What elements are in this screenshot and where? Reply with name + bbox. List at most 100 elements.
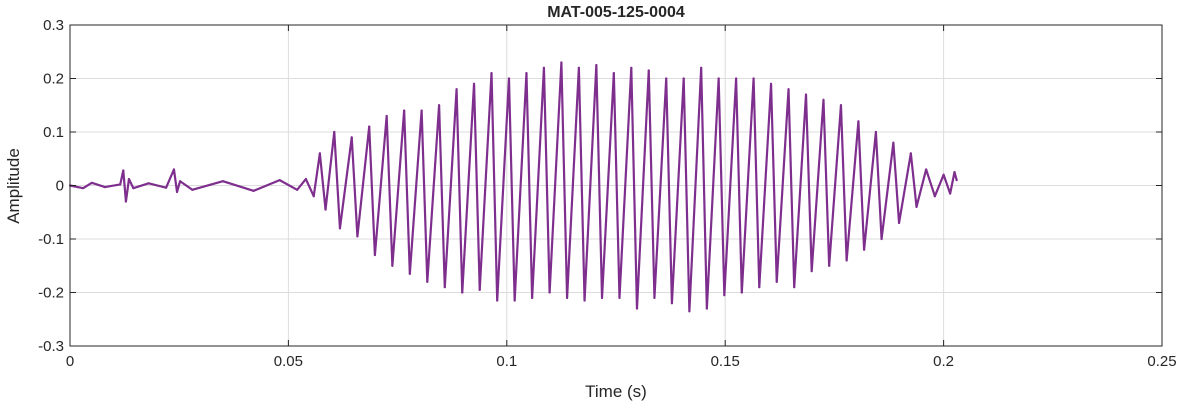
waveform-data-point [132, 187, 135, 190]
waveform-data-point [318, 152, 321, 155]
waveform-data-point [296, 188, 299, 191]
waveform-data-point [874, 130, 878, 134]
waveform-data-point [103, 186, 107, 189]
waveform-data-point [356, 235, 359, 238]
waveform-data-point [472, 82, 476, 85]
waveform-data-point [531, 296, 534, 299]
waveform-data-point [915, 205, 918, 208]
x-tick-label: 0.15 [711, 353, 740, 370]
waveform-data-point [845, 259, 848, 262]
waveform-data-point [338, 227, 342, 230]
waveform-data-point [828, 264, 831, 267]
waveform-data-point [278, 179, 281, 182]
x-tick-label: 0 [66, 353, 74, 370]
waveform-data-point [368, 125, 371, 128]
waveform-data-point [333, 130, 336, 134]
waveform-data-point [191, 188, 194, 191]
waveform-data-point [630, 66, 633, 69]
waveform-data-point [583, 299, 586, 302]
waveform-data-point [857, 120, 860, 123]
y-tick-label: 0.3 [43, 17, 64, 34]
waveform-data-point [880, 237, 883, 241]
waveform-data-point [665, 77, 668, 80]
waveform-data-point [560, 61, 563, 64]
waveform-data-point [119, 183, 122, 186]
waveform-data-point [127, 177, 131, 181]
waveform-data-point [124, 200, 128, 203]
waveform-data-point [542, 66, 546, 69]
waveform-data-point [175, 190, 179, 194]
waveform-data-point [705, 307, 708, 310]
waveform-data-point [90, 181, 93, 184]
waveform-data-point [688, 310, 691, 313]
waveform-data-point [810, 270, 813, 273]
waveform-data-point [618, 296, 621, 299]
y-tick-label: -0.3 [38, 338, 64, 355]
waveform-data-point [82, 187, 85, 190]
waveform-data-point [324, 208, 327, 211]
waveform-data-point [953, 171, 956, 174]
waveform-data-point [775, 280, 778, 283]
series-layer [68, 61, 958, 313]
waveform-data-point [793, 286, 796, 289]
waveform-data-point [426, 280, 429, 283]
waveform-data-point [513, 299, 516, 302]
waveform-data-point [933, 195, 936, 198]
waveform-data-point [165, 186, 168, 189]
waveform-data-point [804, 93, 808, 96]
waveform-data-point [942, 173, 945, 176]
waveform-data-point [700, 66, 703, 69]
x-tick-label: 0.1 [496, 353, 517, 370]
waveform-data-point [304, 177, 307, 181]
waveform-data-point [769, 82, 773, 85]
waveform-data-point [565, 296, 569, 299]
waveform-data-point [577, 66, 580, 69]
waveform-data-point [443, 286, 446, 289]
waveform-data-point [955, 179, 958, 182]
waveform-data-point [787, 88, 790, 91]
x-tick-labels: 0 0.05 0.1 0.15 0.2 0.25 [66, 353, 1177, 370]
waveform-data-point [312, 195, 315, 198]
y-tick-label: 0.1 [43, 124, 64, 141]
waveform-data-point [897, 221, 901, 225]
waveform-data-point [455, 88, 458, 91]
waveform-data-point [717, 77, 720, 80]
waveform-data-point [822, 98, 825, 101]
y-tick-label: 0.2 [43, 71, 64, 88]
waveform-data-point [612, 72, 615, 75]
tick-marks [69, 24, 1163, 347]
waveform-data-point [391, 264, 394, 267]
waveform-data-point [385, 114, 388, 118]
waveform-data-point [723, 294, 726, 297]
waveform-data-point [752, 77, 755, 80]
waveform-data-point [147, 182, 150, 185]
waveform-data-point [740, 291, 743, 294]
waveform-data-point [507, 77, 511, 80]
x-tick-label: 0.25 [1147, 353, 1176, 370]
waveform-data-point [758, 286, 761, 289]
waveform-data-point [735, 77, 738, 80]
waveform-data-point [438, 104, 441, 107]
waveform-data-point [647, 69, 650, 72]
x-tick-label: 0.2 [933, 353, 954, 370]
waveform-data-point [595, 64, 598, 67]
waveform-data-point [863, 248, 866, 251]
waveform-data-point [682, 77, 685, 80]
waveform-data-point [178, 180, 182, 183]
waveform-data-point [548, 291, 551, 294]
waveform-data-point [408, 272, 411, 275]
x-tick-label: 0.05 [274, 353, 303, 370]
waveform-data-point [461, 291, 464, 294]
waveform-data-point [403, 109, 406, 112]
waveform-data-point [350, 136, 353, 139]
waveform-data-point [909, 152, 912, 155]
waveform-data-point [525, 72, 528, 75]
waveform-data-point [420, 109, 423, 112]
waveform-data-point [949, 192, 952, 195]
waveform-data-point [653, 296, 656, 299]
waveform-data-point [172, 168, 176, 171]
waveform-data-point [635, 307, 639, 310]
waveform-data-point [373, 253, 376, 257]
waveform-data-point [478, 288, 481, 291]
